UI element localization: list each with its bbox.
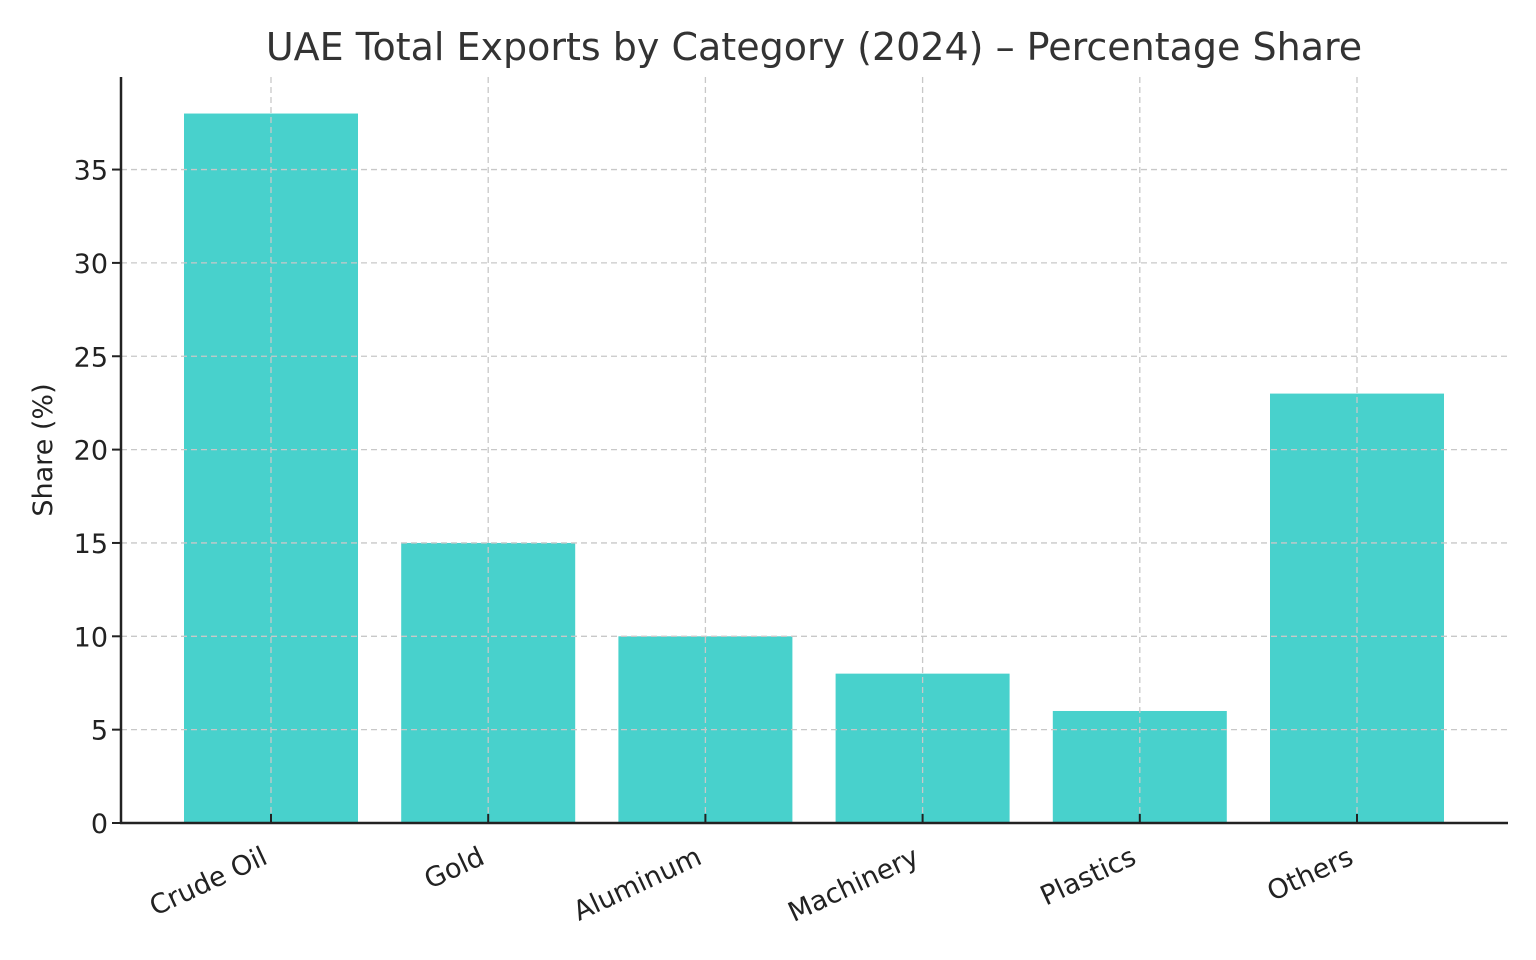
grid-lines [121, 77, 1508, 823]
x-tick-label: Aluminum [569, 841, 707, 927]
bars [184, 113, 1444, 824]
x-ticks: Crude Oil Gold Aluminum Machinery Plastics Ot… [145, 814, 1358, 929]
y-tick-label: 15 [74, 529, 108, 560]
y-tick-label: 5 [91, 716, 108, 747]
y-tick-label: 10 [74, 622, 108, 653]
x-tick-label: Machinery [783, 841, 923, 928]
x-tick-label: Crude Oil [145, 841, 272, 922]
y-ticks: 0 5 10 15 20 25 30 35 [74, 156, 121, 840]
y-axis-label: Share (%) [28, 383, 59, 516]
x-tick-label: Others [1263, 841, 1358, 907]
x-tick-label: Plastics [1036, 841, 1141, 912]
y-tick-label: 30 [74, 249, 108, 280]
y-tick-label: 25 [74, 342, 108, 373]
x-tick-label: Gold [420, 841, 489, 895]
chart-title: UAE Total Exports by Category (2024) – P… [266, 25, 1362, 69]
y-tick-label: 35 [74, 156, 108, 187]
y-tick-label: 20 [74, 436, 108, 467]
y-tick-label: 0 [91, 809, 108, 840]
